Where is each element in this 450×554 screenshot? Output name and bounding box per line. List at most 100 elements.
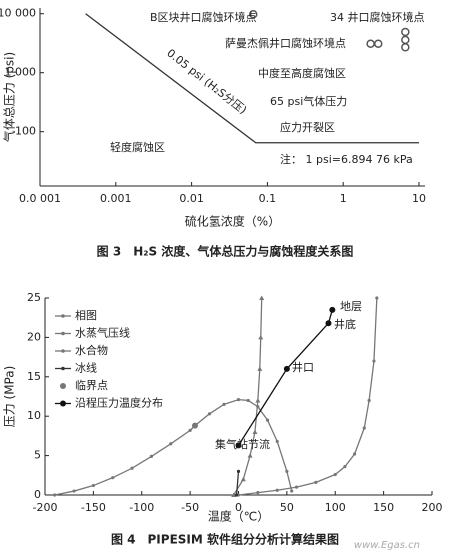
- marker: [285, 469, 289, 473]
- annotation: 34 井口腐蚀环境点: [330, 10, 425, 24]
- marker: [248, 9, 258, 19]
- marker: [191, 422, 198, 429]
- annotation: 萨曼杰佩井口腐蚀环境点: [225, 36, 346, 50]
- marker: [72, 489, 76, 493]
- annotation: 应力开裂区: [280, 120, 335, 134]
- y-tick-label: 10 000: [0, 7, 36, 20]
- marker: [234, 493, 239, 497]
- annotation: B区块井口腐蚀环境点: [150, 10, 257, 24]
- legend-marker: [61, 366, 65, 371]
- series-line: [237, 309, 333, 446]
- legend-label: 临界点: [75, 378, 108, 392]
- marker: [314, 480, 318, 484]
- x-tick-label: 50: [280, 501, 294, 514]
- x-tick-label: 0.001: [100, 192, 132, 205]
- annotation: 地层: [340, 300, 362, 313]
- legend-label: 水合物: [75, 343, 108, 357]
- marker: [329, 306, 336, 313]
- legend-marker: [60, 383, 66, 389]
- caption: 图 4 PIPESIM 软件组分分析计算结果图: [111, 532, 339, 547]
- marker: [401, 27, 410, 37]
- marker: [236, 398, 241, 402]
- annotation: 注： 1 psi=6.894 76 kPa: [280, 152, 413, 166]
- x-tick-label: -50: [181, 501, 199, 514]
- marker: [257, 366, 263, 371]
- marker: [259, 295, 265, 300]
- annotation: 65 psi气体压力: [270, 94, 347, 108]
- marker: [372, 359, 376, 363]
- marker: [294, 485, 299, 489]
- marker: [53, 493, 57, 497]
- marker: [373, 39, 383, 48]
- marker: [246, 398, 250, 403]
- y-tick-label: 100: [15, 125, 36, 138]
- x-tick-label: -200: [33, 501, 58, 514]
- marker: [130, 466, 134, 470]
- annotation: 轻度腐蚀区: [110, 140, 165, 154]
- y-tick-label: 0: [34, 488, 41, 501]
- marker: [149, 454, 154, 458]
- marker: [252, 429, 258, 434]
- y-axis-title: 压力 (MPa): [3, 366, 17, 428]
- x-tick-label: 10: [412, 192, 426, 205]
- marker: [207, 412, 212, 416]
- marker: [247, 453, 253, 458]
- legend-marker: [61, 331, 65, 336]
- legend-label: 沿程压力温度分布: [75, 396, 163, 410]
- marker: [188, 428, 192, 432]
- legend-marker: [61, 314, 65, 318]
- y-tick-label: 5: [34, 449, 41, 462]
- y-tick-label: 10: [27, 409, 41, 422]
- series-line: [85, 13, 419, 144]
- marker: [401, 35, 410, 45]
- x-tick-label: -100: [129, 501, 154, 514]
- marker: [325, 320, 332, 327]
- x-axis-title: 温度（℃）: [208, 509, 269, 524]
- marker: [367, 398, 371, 403]
- legend-marker: [60, 400, 66, 407]
- marker: [275, 439, 279, 444]
- annotation: 集气站节流: [215, 437, 270, 451]
- marker: [236, 469, 241, 473]
- marker: [362, 426, 366, 430]
- series-line: [54, 398, 293, 496]
- series-line: [233, 297, 263, 496]
- x-tick-label: 0.0 001: [19, 192, 61, 205]
- annotation: 井口: [292, 360, 314, 374]
- y-tick-label: 20: [27, 330, 41, 343]
- y-tick-label: 15: [27, 370, 41, 383]
- marker: [222, 402, 226, 406]
- marker: [366, 39, 375, 48]
- marker: [401, 43, 410, 52]
- annotation: 井底: [334, 317, 356, 331]
- annotation: 中度至高度腐蚀区: [258, 66, 346, 80]
- y-tick-label: 1 000: [5, 66, 37, 79]
- marker: [333, 472, 337, 477]
- series-line: [238, 297, 378, 496]
- marker: [343, 465, 347, 469]
- marker: [353, 452, 357, 456]
- x-tick-label: 0.01: [179, 192, 204, 205]
- marker: [290, 489, 294, 493]
- x-tick-label: -150: [81, 501, 106, 514]
- legend-label: 水蒸气压线: [75, 326, 130, 340]
- x-axis-title: 硫化氢浓度（%）: [185, 214, 280, 229]
- marker: [235, 442, 242, 449]
- x-tick-label: 1: [340, 192, 347, 205]
- marker: [275, 488, 279, 492]
- marker: [255, 397, 261, 403]
- x-tick-label: 100: [325, 501, 346, 514]
- marker: [375, 296, 379, 300]
- marker: [111, 476, 115, 480]
- marker: [231, 492, 237, 497]
- x-tick-label: 0: [235, 501, 242, 514]
- marker: [265, 418, 270, 422]
- marker: [283, 365, 290, 372]
- marker: [256, 491, 260, 495]
- legend-marker: [61, 349, 65, 353]
- x-tick-label: 0.1: [259, 192, 277, 205]
- x-tick-label: 200: [422, 501, 443, 514]
- caption: 图 3 H₂S 浓度、气体总压力与腐蚀程度关系图: [97, 244, 354, 259]
- marker: [169, 442, 173, 446]
